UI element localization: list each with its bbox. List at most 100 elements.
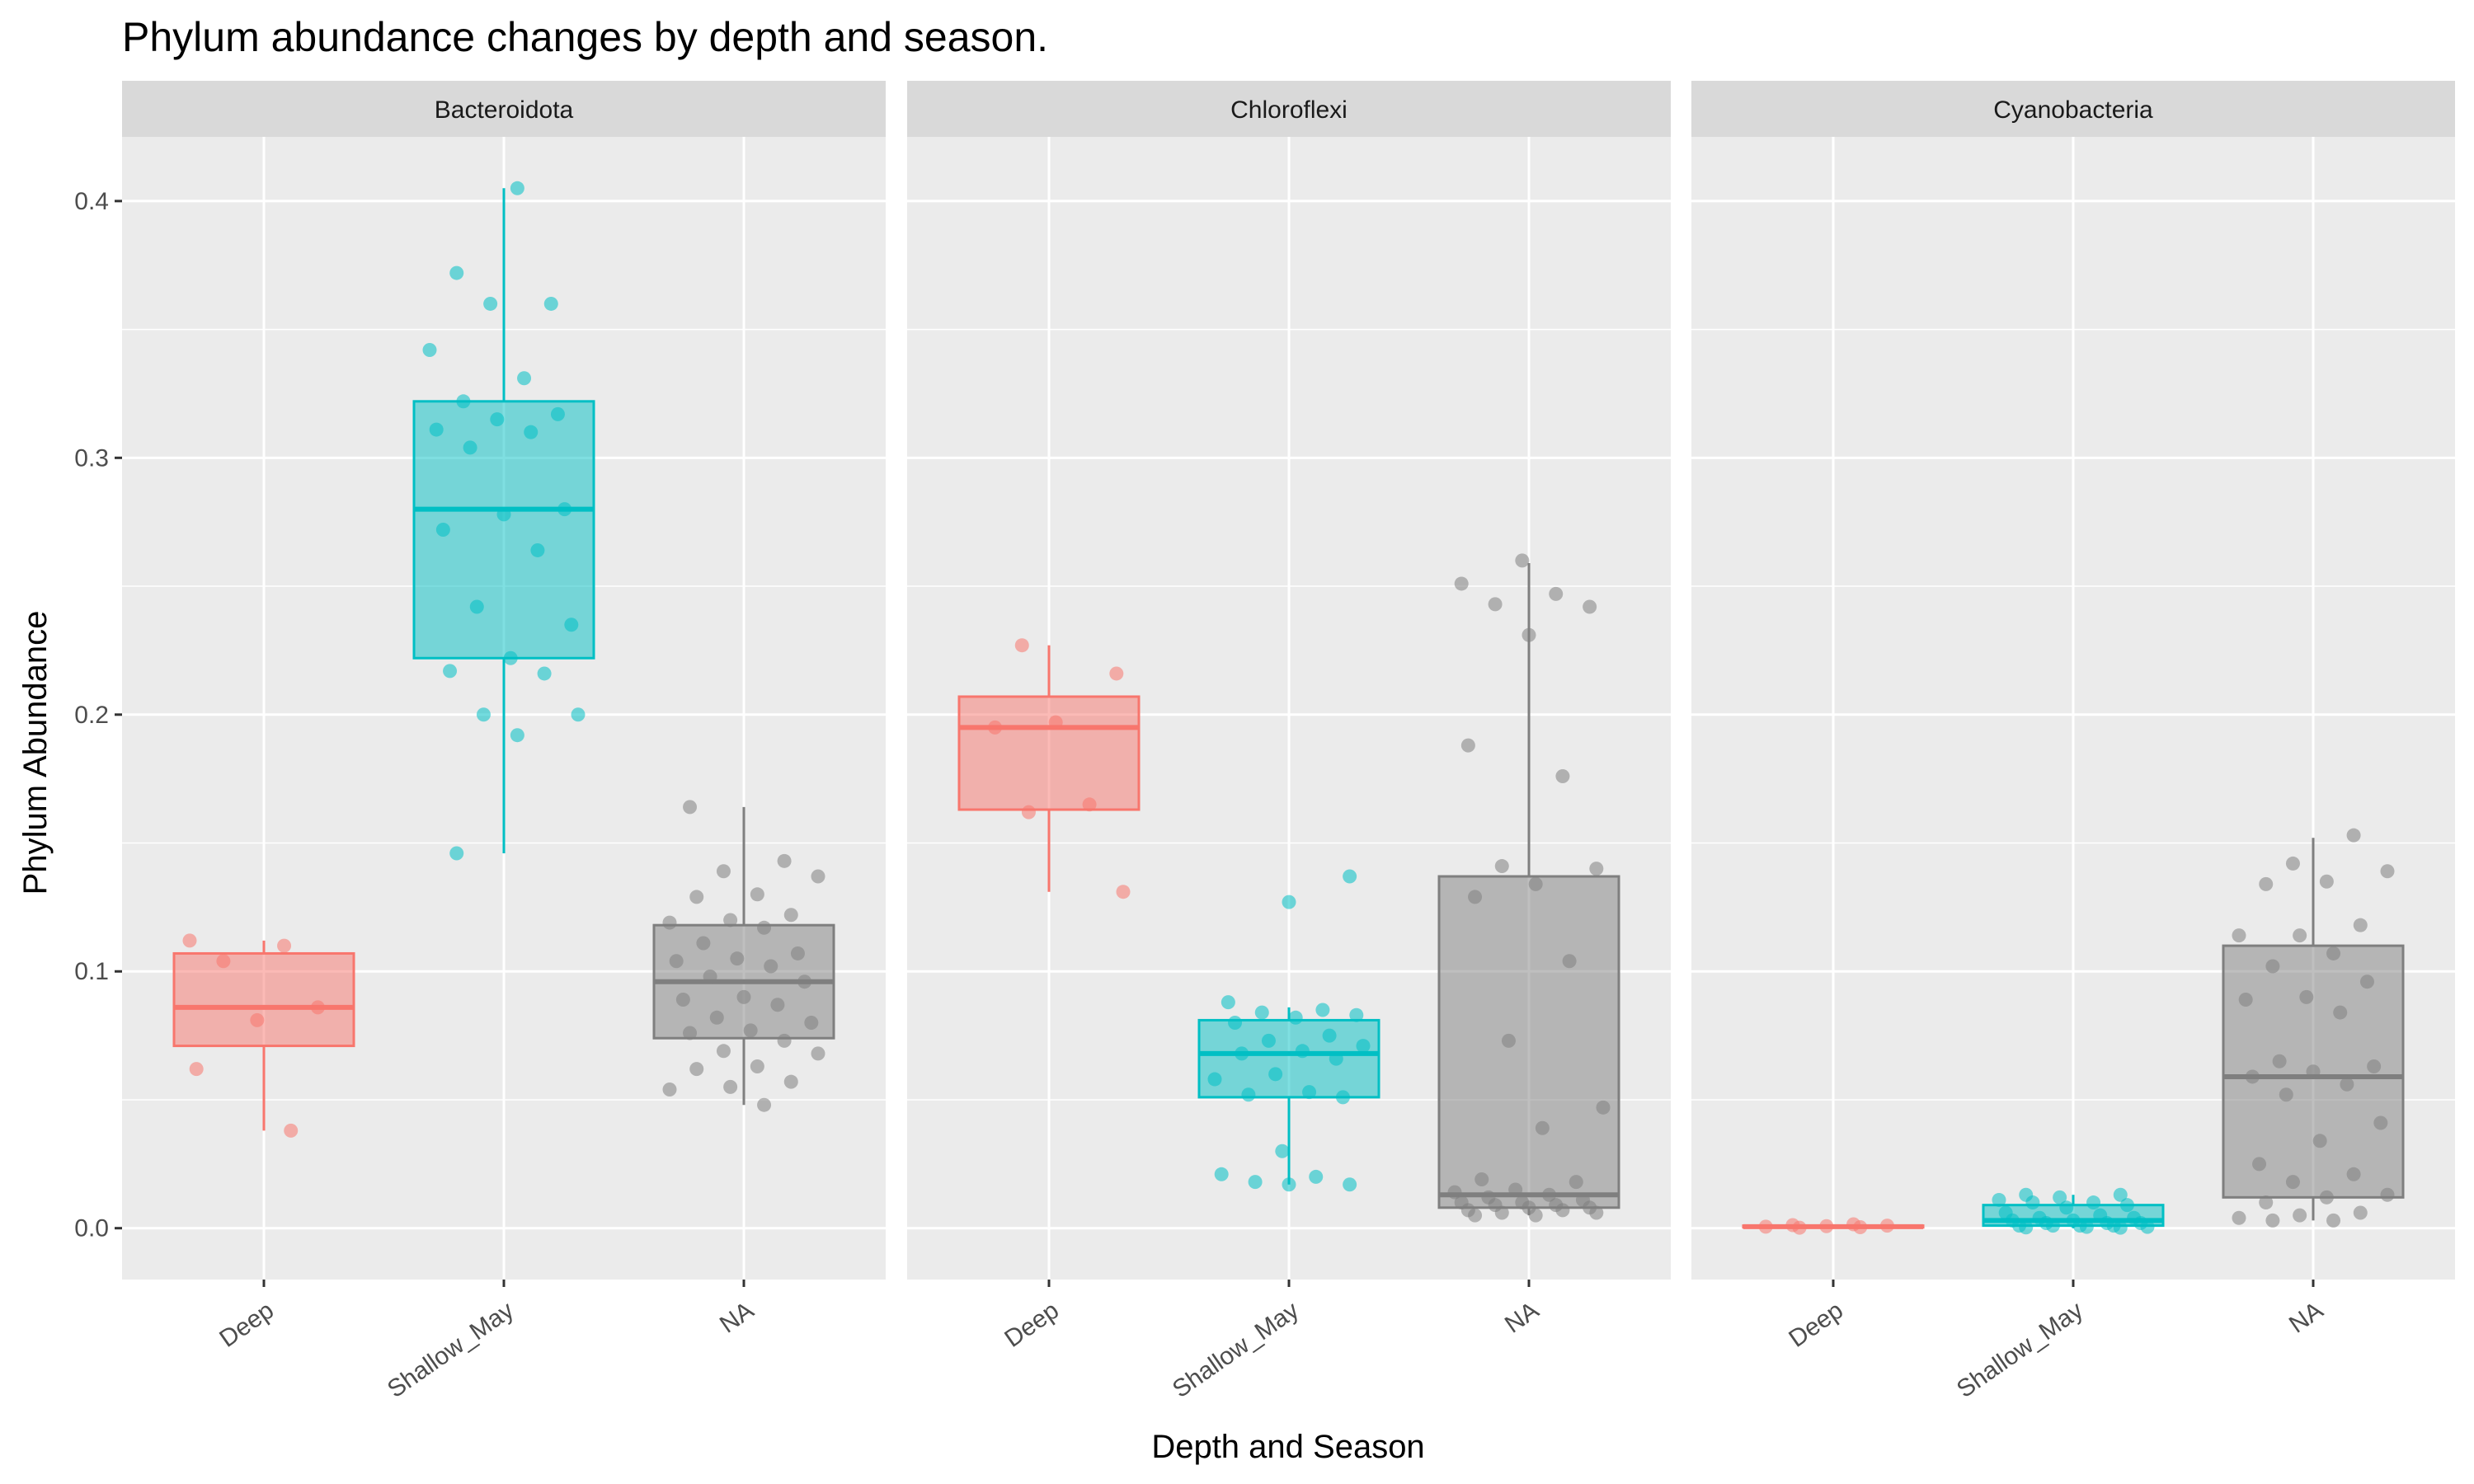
box-deep	[957, 638, 1141, 899]
iqr-box	[1197, 1018, 1380, 1099]
data-point	[1758, 1219, 1773, 1234]
data-point	[1494, 859, 1509, 874]
data-point	[662, 1082, 677, 1097]
data-point	[1021, 805, 1036, 819]
data-point	[510, 181, 524, 195]
data-point	[1475, 1172, 1489, 1187]
data-point	[1589, 1205, 1604, 1220]
data-point	[1235, 1046, 1249, 1061]
y-tick-label: 0.4	[74, 188, 109, 215]
data-point	[1329, 1051, 1343, 1066]
data-point	[1454, 576, 1469, 591]
y-tick-label: 0.0	[74, 1215, 109, 1242]
data-point	[1596, 1100, 1611, 1115]
box-deep	[1742, 1217, 1925, 1235]
data-point	[1254, 1005, 1269, 1020]
data-point	[1555, 769, 1570, 784]
data-point	[483, 296, 498, 311]
data-point	[2259, 1195, 2274, 1210]
data-point	[736, 989, 751, 1004]
data-point	[2333, 1005, 2348, 1020]
y-axis: 0.0 0.1 0.2 0.3 0.4	[74, 188, 122, 1242]
data-point	[2238, 993, 2253, 1007]
data-point	[757, 920, 772, 935]
data-point	[2045, 1219, 2060, 1233]
data-point	[1116, 885, 1131, 899]
data-point	[1343, 869, 1357, 884]
data-point	[503, 650, 518, 665]
data-point	[216, 954, 231, 969]
data-point	[476, 707, 491, 722]
box-na	[2222, 828, 2405, 1228]
data-point	[2259, 876, 2274, 891]
data-point	[557, 502, 572, 517]
data-point	[743, 1023, 758, 1038]
data-point	[510, 728, 524, 743]
data-point	[2079, 1219, 2094, 1234]
data-point	[2086, 1195, 2101, 1210]
facet-strip-label: Bacteroidota	[435, 96, 574, 124]
facet-strip	[907, 81, 1671, 137]
data-point	[790, 946, 805, 960]
data-point	[669, 954, 684, 969]
data-point	[422, 343, 437, 358]
data-point	[1515, 553, 1530, 568]
data-point	[537, 666, 552, 681]
data-point	[2232, 1210, 2246, 1225]
data-point	[804, 1016, 819, 1031]
data-point	[182, 933, 197, 948]
facet-strip	[1691, 81, 2455, 137]
data-point	[449, 265, 464, 280]
data-point	[1501, 1033, 1516, 1048]
data-point	[1569, 1175, 1583, 1190]
facet-strip	[122, 81, 886, 137]
data-point	[2340, 1077, 2354, 1092]
data-point	[2359, 974, 2374, 989]
data-point	[543, 296, 558, 311]
data-point	[1522, 627, 1536, 642]
box-na	[1437, 553, 1620, 1223]
data-point	[2119, 1198, 2134, 1213]
data-point	[1207, 1072, 1222, 1087]
data-point	[988, 720, 1003, 735]
facet-strip-label: Cyanobacteria	[1993, 96, 2153, 124]
data-point	[1241, 1087, 1256, 1102]
data-point	[1508, 1182, 1523, 1197]
data-point	[2285, 1175, 2300, 1190]
data-point	[2319, 874, 2334, 889]
data-point	[2019, 1220, 2034, 1235]
data-point	[723, 1079, 738, 1094]
y-axis-title: Phylum Abundance	[17, 611, 54, 895]
data-point	[1549, 586, 1564, 601]
data-point	[696, 936, 711, 951]
data-point	[2140, 1219, 2155, 1234]
data-point	[2265, 1213, 2280, 1228]
data-point	[730, 951, 745, 966]
data-point	[2353, 918, 2368, 932]
data-point	[189, 1062, 204, 1077]
facet-strip-label: Chloroflexi	[1230, 96, 1348, 124]
data-point	[1542, 1187, 1557, 1202]
data-point	[429, 422, 444, 437]
data-point	[2319, 1190, 2334, 1205]
data-point	[757, 1097, 772, 1112]
data-point	[435, 523, 450, 538]
data-point	[564, 618, 579, 632]
data-point	[2272, 1054, 2287, 1068]
data-point	[2285, 856, 2300, 871]
data-point	[1261, 1033, 1276, 1048]
data-point	[2059, 1200, 2074, 1215]
data-point	[1343, 1177, 1357, 1192]
data-point	[1268, 1067, 1283, 1082]
data-point	[2113, 1220, 2128, 1235]
data-point	[1275, 1144, 1290, 1158]
data-point	[2367, 1059, 2382, 1073]
data-point	[1528, 876, 1543, 891]
chart-title: Phylum abundance changes by depth and se…	[122, 14, 1048, 60]
data-point	[1302, 1085, 1317, 1100]
box-shallow_may	[1197, 869, 1380, 1192]
data-point	[1488, 597, 1503, 612]
